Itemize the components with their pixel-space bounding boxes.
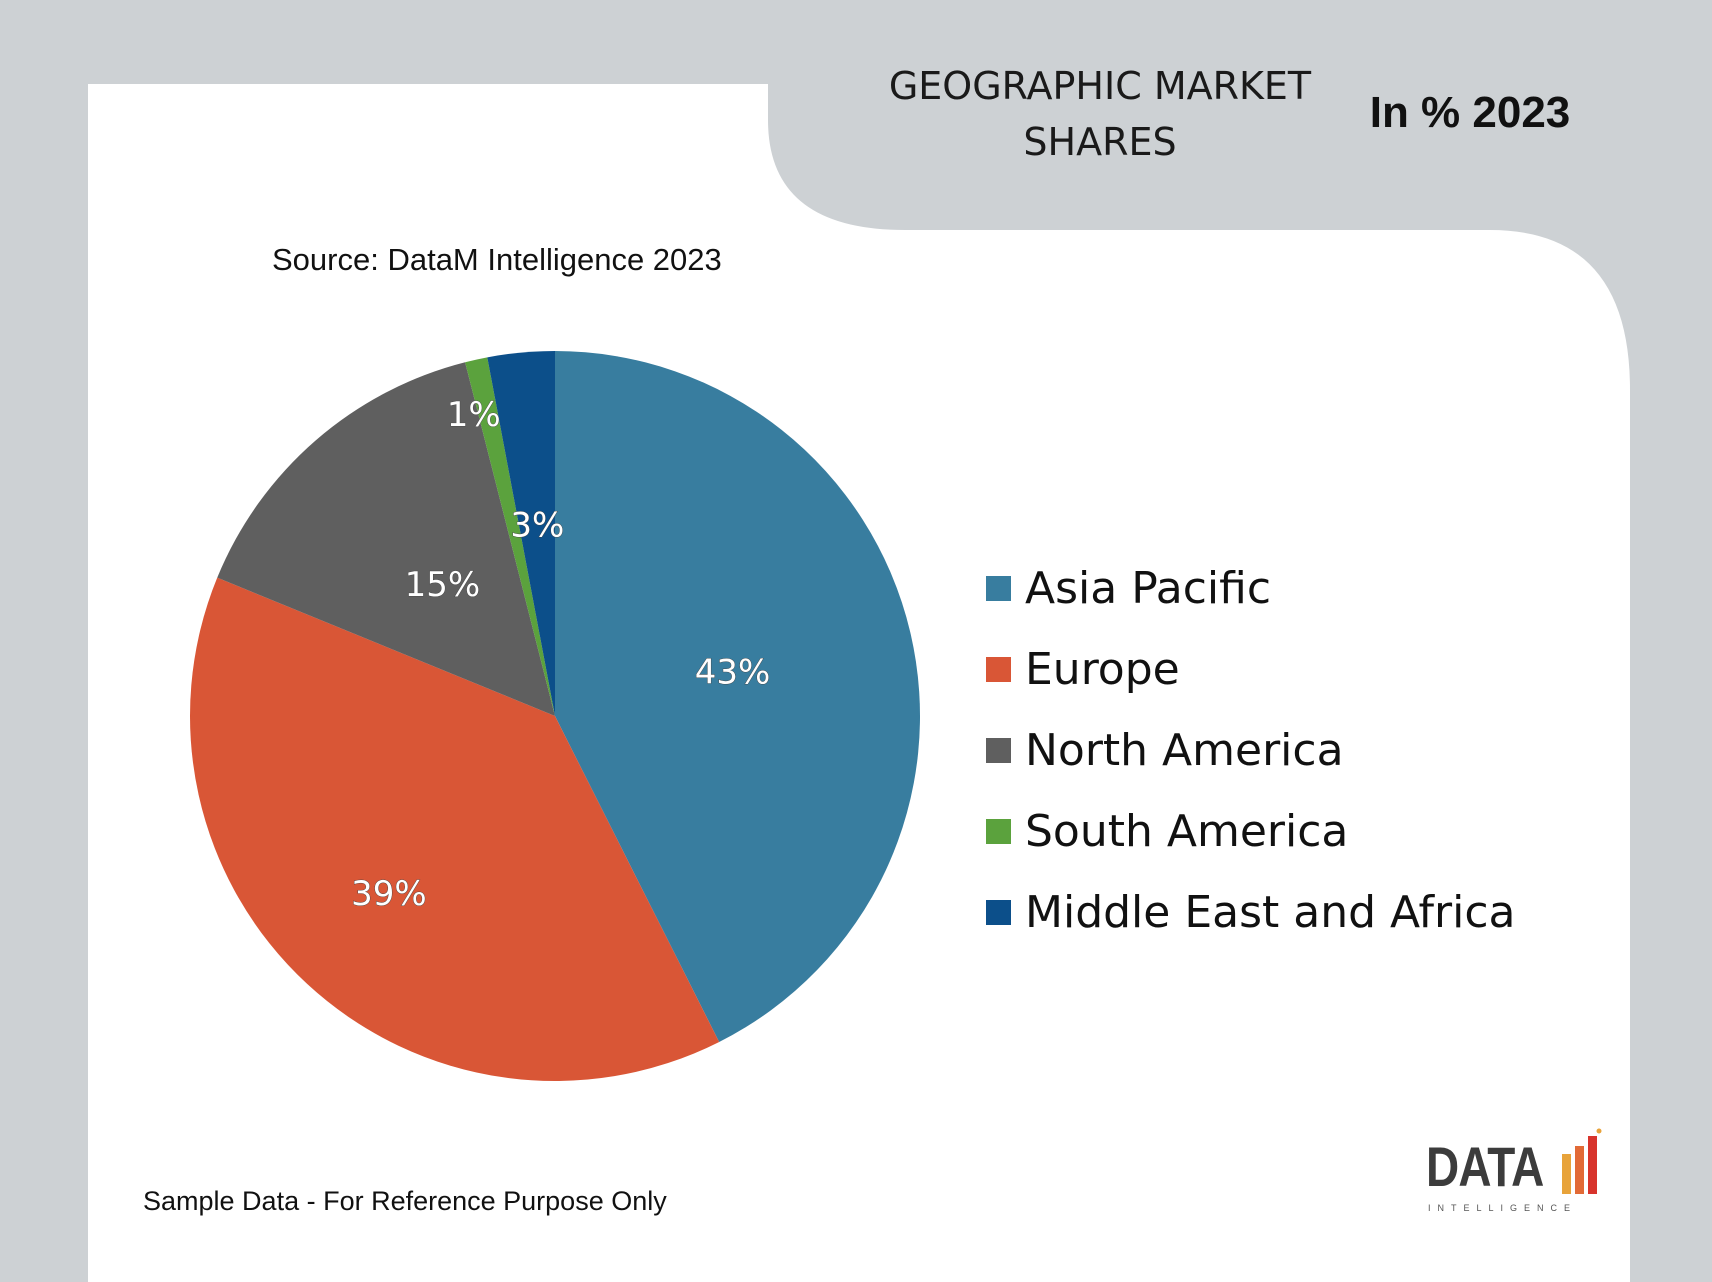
pie-slice-middle-east-and-africa — [487, 351, 555, 716]
logo-wordmark: DATA — [1426, 1135, 1544, 1198]
legend-swatch — [986, 819, 1011, 844]
legend-label: Asia Pacific — [1025, 563, 1272, 614]
logo-bars-icon — [1562, 1128, 1602, 1194]
chart-legend: Asia Pacific Europe North America South Ame… — [986, 548, 1516, 953]
legend-swatch — [986, 900, 1011, 925]
chart-title-line-1: GEOGRAPHIC MARKET — [888, 64, 1312, 108]
legend-swatch — [986, 576, 1011, 601]
legend-label: Middle East and Africa — [1025, 887, 1516, 938]
legend-item-south-america: South America — [986, 791, 1516, 872]
data-label-north-america: 15% — [405, 565, 481, 605]
pie-data-labels: 43% 39% 15% 1% 3% — [351, 395, 771, 915]
chart-title-line-2: SHARES — [1023, 120, 1177, 164]
legend-label: North America — [1025, 725, 1344, 776]
legend-item-north-america: North America — [986, 710, 1516, 791]
data-label-middle-east-and-africa: 3% — [510, 506, 564, 546]
logo-bar-2 — [1575, 1146, 1584, 1194]
logo-bar-1 — [1562, 1154, 1571, 1194]
pie-slice-europe — [190, 577, 720, 1081]
data-label-asia-pacific: 43% — [695, 652, 771, 692]
legend-item-middle-east-and-africa: Middle East and Africa — [986, 872, 1516, 953]
pie-slice-north-america — [217, 362, 555, 716]
logo-subtitle: INTELLIGENCE — [1428, 1203, 1578, 1213]
legend-label: Europe — [1025, 644, 1180, 695]
unit-label: In % 2023 — [1369, 88, 1571, 137]
legend-item-europe: Europe — [986, 629, 1516, 710]
chart-title: GEOGRAPHIC MARKET SHARES — [840, 58, 1360, 170]
datam-intelligence-logo: DATA INTELLIGENCE — [1426, 1120, 1604, 1218]
legend-swatch — [986, 738, 1011, 763]
legend-label: South America — [1025, 806, 1349, 857]
data-label-south-america: 1% — [447, 395, 501, 435]
logo-spark — [1596, 1128, 1602, 1134]
legend-item-asia-pacific: Asia Pacific — [986, 548, 1516, 629]
sample-data-note: Sample Data - For Reference Purpose Only — [143, 1186, 667, 1216]
data-label-europe: 39% — [351, 874, 427, 914]
legend-swatch — [986, 657, 1011, 682]
pie-slice-asia-pacific — [555, 351, 920, 1042]
pie-slices — [190, 351, 920, 1081]
logo-bar-3 — [1588, 1136, 1597, 1194]
pie-slice-south-america — [465, 357, 555, 716]
source-caption: Source: DataM Intelligence 2023 — [272, 242, 722, 277]
